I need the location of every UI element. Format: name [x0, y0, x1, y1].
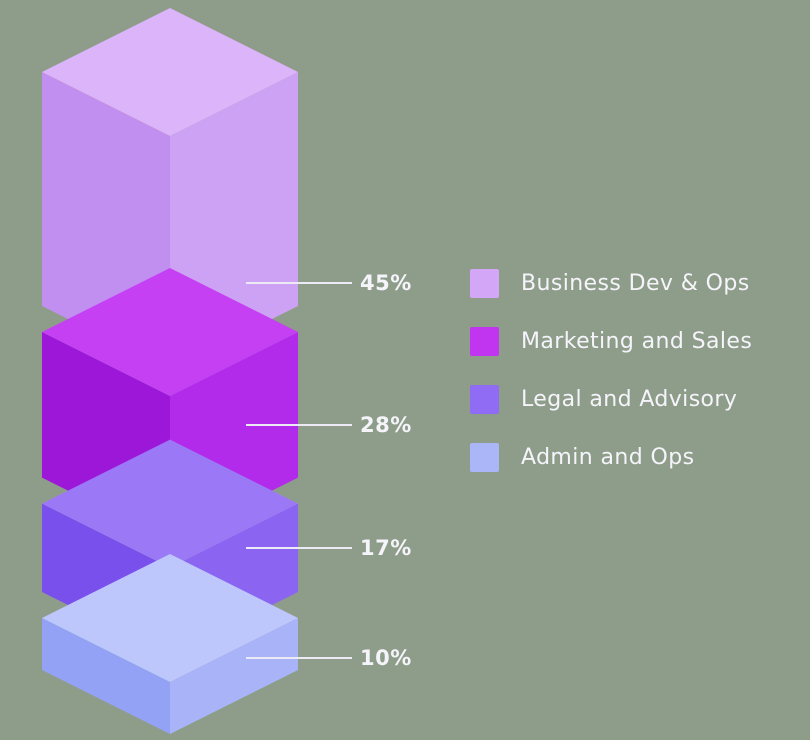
legend-item-admin-ops: Admin and Ops: [470, 428, 752, 486]
legend-swatch-business-dev: [470, 268, 499, 298]
value-label-marketing-sales: 28%: [360, 413, 412, 437]
legend-item-business-dev: Business Dev & Ops: [470, 254, 752, 312]
legend-item-marketing-sales: Marketing and Sales: [470, 312, 752, 370]
legend-swatch-admin-ops: [470, 442, 499, 472]
value-label-business-dev: 45%: [360, 271, 412, 295]
legend-item-legal-advisory: Legal and Advisory: [470, 370, 752, 428]
legend-label-marketing-sales: Marketing and Sales: [521, 328, 753, 354]
value-label-legal-advisory: 17%: [360, 536, 412, 560]
legend-label-legal-advisory: Legal and Advisory: [521, 386, 738, 412]
value-label-admin-ops: 10%: [360, 646, 412, 670]
legend-swatch-marketing-sales: [470, 326, 499, 356]
legend: Business Dev & Ops Marketing and Sales L…: [470, 254, 752, 486]
legend-label-business-dev: Business Dev & Ops: [521, 270, 750, 296]
legend-swatch-legal-advisory: [470, 384, 499, 414]
legend-label-admin-ops: Admin and Ops: [521, 444, 695, 470]
